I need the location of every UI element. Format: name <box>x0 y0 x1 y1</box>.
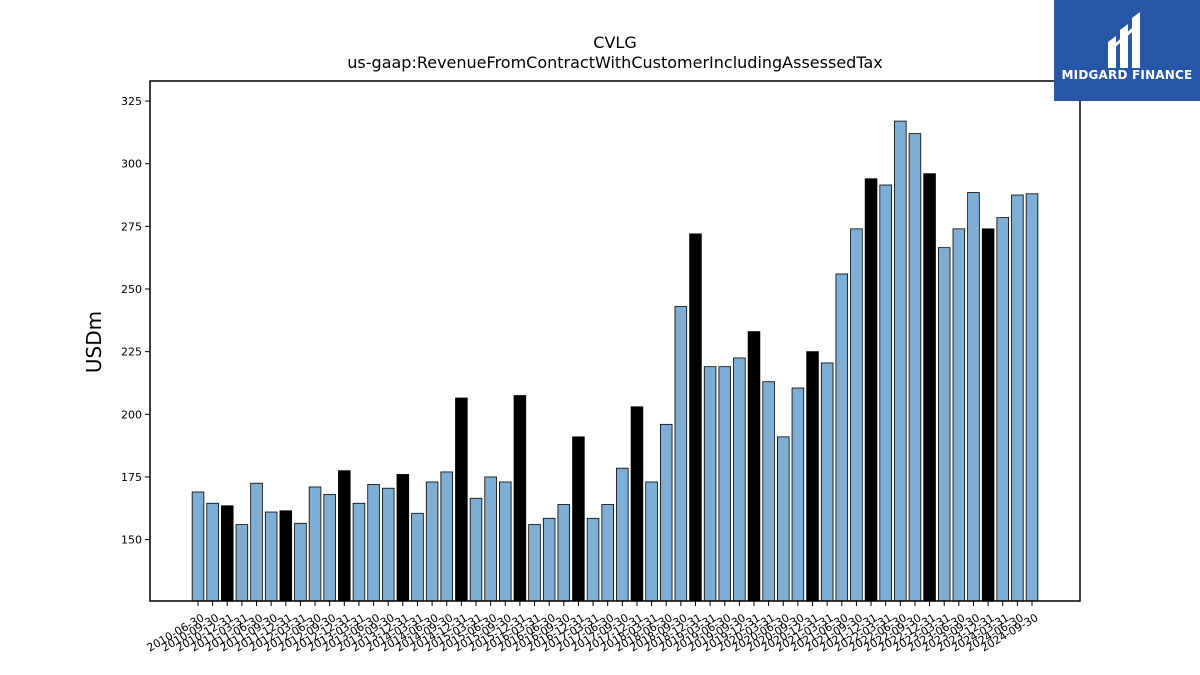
midgard-finance-logo: MIDGARD FINANCE <box>1054 0 1200 101</box>
logo-text: MIDGARD FINANCE <box>1061 68 1193 82</box>
bar-2012-06-30 <box>308 486 322 602</box>
bar-2018-12-31 <box>689 233 702 602</box>
bar-2014-12-31 <box>455 397 468 602</box>
chart-title: CVLG <box>593 33 637 52</box>
bar-2020-06-30 <box>777 436 790 602</box>
bar-2011-03-31 <box>235 524 249 602</box>
bar-2013-12-31 <box>396 474 410 602</box>
bar-2019-09-30 <box>733 357 746 602</box>
bar-2014-03-31 <box>411 512 424 602</box>
y-tick-label: 225 <box>121 346 142 359</box>
bar-2023-12-31 <box>981 228 995 602</box>
bar-2012-03-31 <box>294 522 307 602</box>
bar-2019-12-31 <box>747 331 761 602</box>
bar-2024-03-31 <box>996 217 1009 602</box>
bar-2021-03-31 <box>820 362 834 602</box>
bar-2018-09-30 <box>674 306 688 602</box>
bar-2022-09-30 <box>908 133 922 602</box>
bar-2021-09-30 <box>850 228 863 602</box>
bar-2022-03-31 <box>879 184 892 602</box>
bar-2010-06-30 <box>191 491 205 602</box>
bar-2015-06-30 <box>484 476 497 602</box>
bar-2016-09-30 <box>557 504 571 602</box>
bar-2017-12-31 <box>630 406 644 602</box>
bar-2020-09-30 <box>791 387 805 602</box>
bar-2020-03-31 <box>762 381 775 602</box>
x-axis-ticks: 2010-06-302010-09-302010-12-312011-03-31… <box>145 601 1041 654</box>
bar-2022-06-30 <box>894 120 907 602</box>
midgard-finance-logo-icon <box>1108 12 1140 68</box>
bar-2015-03-31 <box>469 497 483 602</box>
bar-2019-06-30 <box>718 366 731 602</box>
bar-2016-03-31 <box>528 524 541 602</box>
bars-group <box>191 120 1039 602</box>
bar-2011-09-30 <box>264 511 278 602</box>
bar-2011-06-30 <box>250 482 263 602</box>
bar-2019-03-31 <box>703 366 717 602</box>
bar-2016-06-30 <box>542 517 556 602</box>
bar-2023-06-30 <box>952 228 966 602</box>
bar-2020-12-31 <box>806 351 819 602</box>
y-axis-label: USDm <box>82 310 106 374</box>
bar-2012-09-30 <box>323 494 336 602</box>
bar-2013-03-31 <box>352 502 366 602</box>
bar-2017-09-30 <box>616 467 629 602</box>
bar-2014-06-30 <box>425 481 439 602</box>
bar-2017-03-31 <box>586 517 600 602</box>
bar-2010-12-31 <box>221 505 234 602</box>
bar-2011-12-31 <box>279 510 293 602</box>
y-tick-label: 250 <box>121 283 142 296</box>
y-axis-ticks: 150 175 200 225 250 275 300 325 <box>121 95 150 547</box>
bar-2018-03-31 <box>645 481 658 602</box>
bar-2018-06-30 <box>659 423 673 602</box>
bar-2012-12-31 <box>338 470 351 602</box>
bar-2013-06-30 <box>367 484 380 602</box>
plot-frame <box>149 80 1081 602</box>
bar-2024-06-30 <box>1011 194 1024 602</box>
y-tick-label: 300 <box>121 158 142 171</box>
bar-2022-12-31 <box>923 173 936 602</box>
bar-2015-09-30 <box>499 481 512 602</box>
bar-2023-03-31 <box>937 247 951 602</box>
bar-2015-12-31 <box>513 395 527 602</box>
bar-2021-06-30 <box>835 273 849 602</box>
y-tick-label: 175 <box>121 471 142 484</box>
bar-2016-12-31 <box>572 436 585 602</box>
bar-2021-12-31 <box>864 178 878 602</box>
chart-subtitle: us-gaap:RevenueFromContractWithCustomerI… <box>347 53 883 72</box>
y-tick-label: 150 <box>121 534 142 547</box>
y-tick-label: 200 <box>121 408 142 421</box>
y-tick-label: 325 <box>121 95 142 108</box>
bar-2023-09-30 <box>967 192 980 602</box>
y-tick-label: 275 <box>121 220 142 233</box>
bar-2013-09-30 <box>381 487 395 602</box>
bar-2017-06-30 <box>601 504 614 602</box>
bar-2024-09-30 <box>1025 193 1039 602</box>
bar-2010-09-30 <box>206 502 219 602</box>
bar-2014-09-30 <box>440 471 453 602</box>
